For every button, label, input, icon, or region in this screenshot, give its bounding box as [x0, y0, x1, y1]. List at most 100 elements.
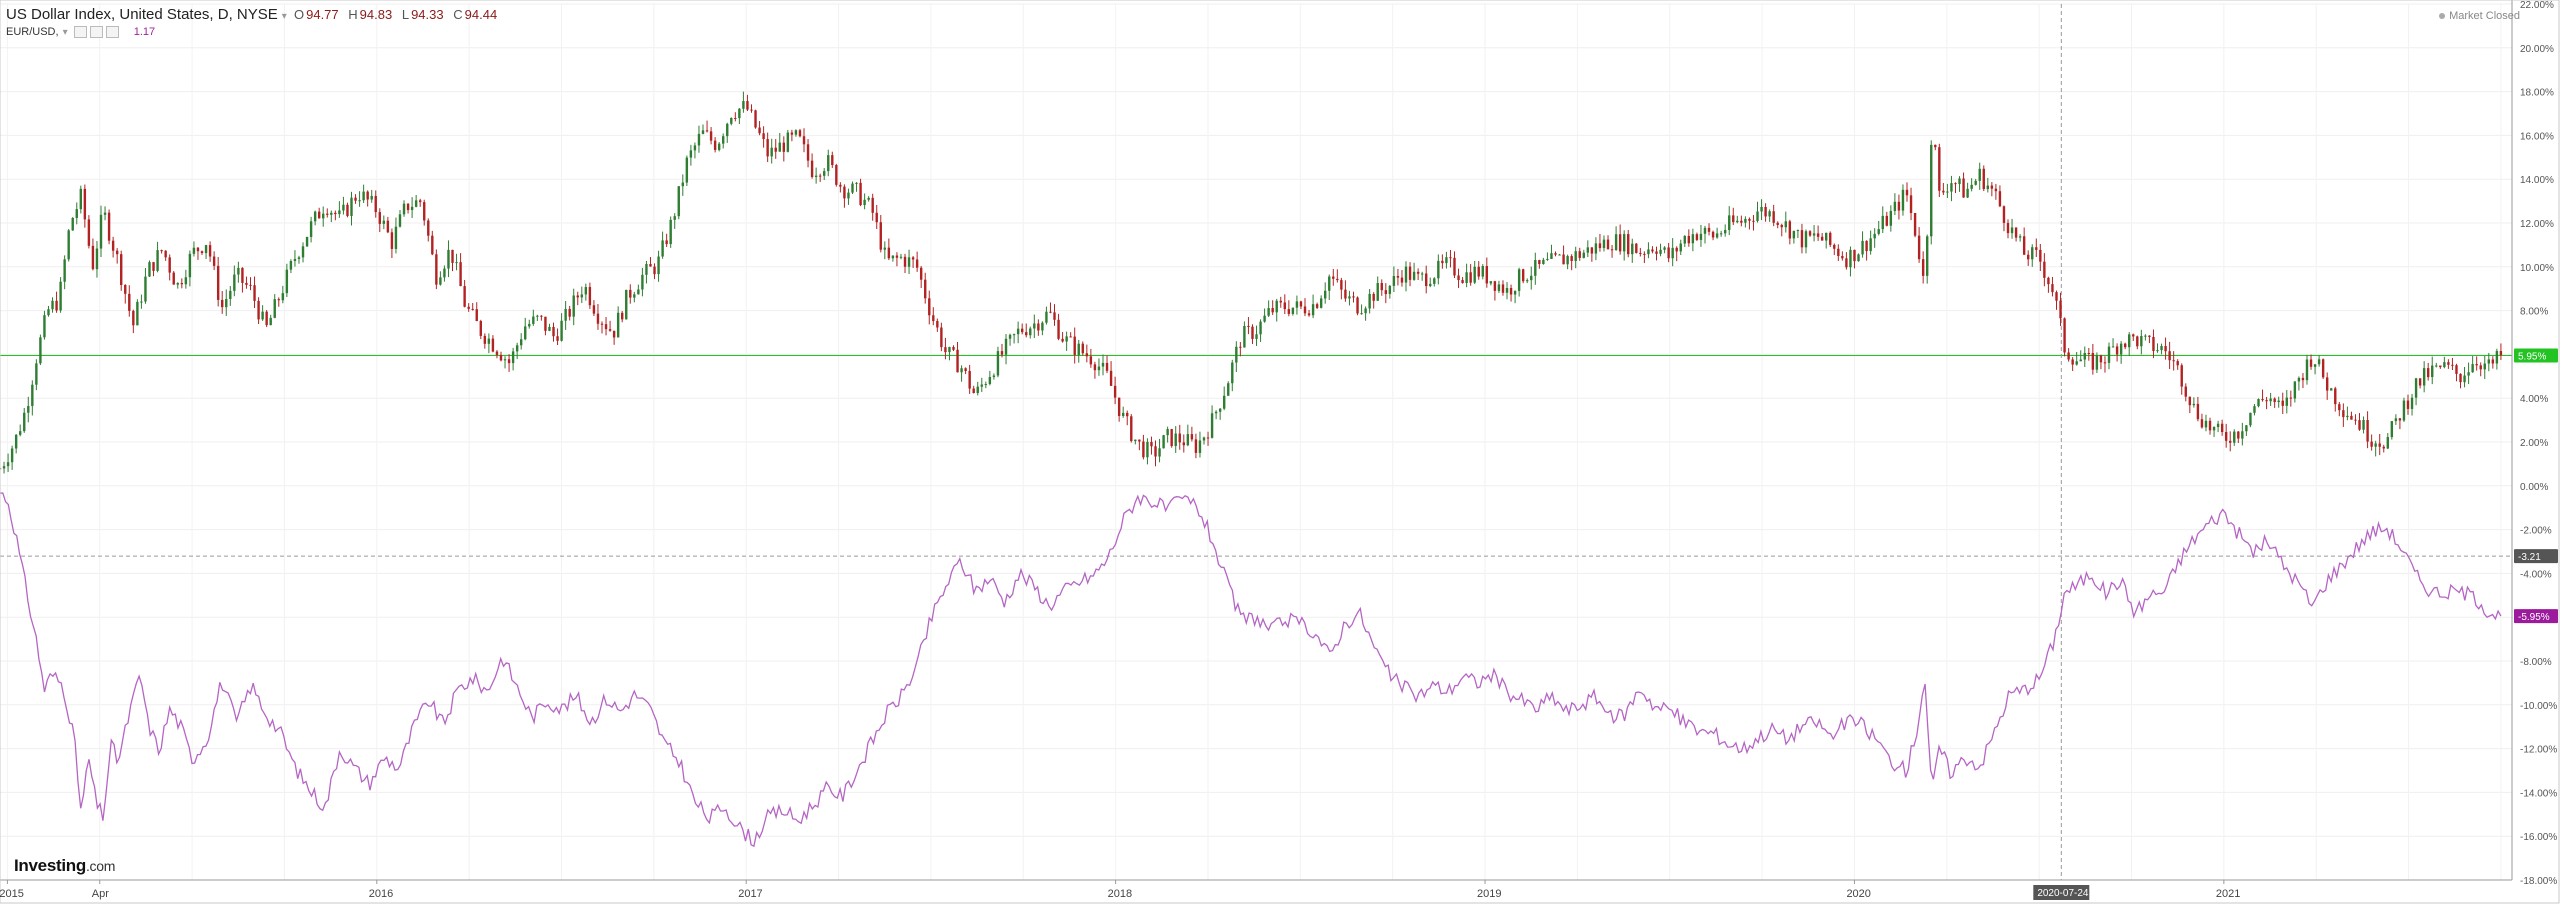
investing-logo: Investing.com [14, 856, 116, 875]
dxy-candle [689, 150, 693, 158]
dxy-candle [1752, 220, 1755, 222]
dxy-candle [552, 326, 555, 337]
dxy-candles [0, 91, 2503, 474]
settings-icon[interactable] [73, 26, 87, 39]
dxy-candle [330, 212, 333, 215]
dxy-candle [887, 247, 891, 259]
dxy-candle [1154, 446, 1157, 457]
close-value: 94.44 [464, 7, 498, 22]
dxy-candle [354, 197, 357, 201]
dxy-candle [1142, 441, 1145, 458]
dxy-candle [410, 206, 414, 211]
dxy-candle [693, 145, 697, 151]
dxy-candle [2309, 359, 2313, 367]
dxy-candle [588, 287, 592, 306]
dxy-candle [633, 294, 636, 298]
dxy-candle [1788, 221, 1792, 239]
dxy-candle [2483, 363, 2486, 370]
dxy-candle [1433, 278, 1436, 284]
dxy-candle [249, 284, 252, 286]
dxy-candle [2354, 419, 2357, 421]
dxy-candle [835, 165, 838, 185]
dxy-candle [766, 139, 769, 157]
dxy-candle [2067, 352, 2070, 360]
dxy-candle [1497, 284, 1501, 291]
dxy-candle [495, 351, 499, 355]
dxy-candle [2281, 400, 2284, 406]
dxy-candle [2362, 420, 2365, 430]
dxy-candle [620, 312, 624, 320]
dxy-candle [2123, 343, 2127, 348]
dxy-candle [23, 412, 26, 432]
compare-symbol[interactable]: EUR/USD, [6, 26, 59, 38]
dxy-candle [665, 240, 668, 245]
dxy-candle [2346, 415, 2349, 418]
dxy-candle [1368, 293, 1371, 309]
dxy-candle [758, 127, 761, 134]
dxy-candle [924, 279, 927, 299]
dxy-candle [1279, 300, 1282, 303]
chevron-down-icon[interactable]: ▾ [281, 11, 287, 22]
close-icon[interactable] [105, 26, 119, 39]
dxy-candle [1150, 441, 1153, 447]
dxy-candle [2059, 300, 2062, 319]
dxy-candle [661, 240, 664, 257]
dxy-candle [1780, 224, 1783, 228]
dxy-candle [1505, 288, 1509, 293]
dxy-candle [128, 293, 131, 311]
dxy-candle [1481, 266, 1484, 277]
dxy-candle [1041, 322, 1044, 331]
dxy-candle [1239, 346, 1242, 348]
dxy-candle [2212, 427, 2216, 431]
dxy-candle [2358, 420, 2361, 430]
dxy-candle [2273, 398, 2276, 403]
dxy-candle [1061, 338, 1064, 342]
dxy-candle [1562, 254, 1565, 265]
dxy-candle [2277, 400, 2280, 403]
dxy-candle [596, 313, 600, 324]
dxy-candle [99, 214, 103, 249]
dxy-candle [677, 186, 680, 217]
dxy-candle [459, 262, 462, 287]
visibility-icon[interactable] [89, 26, 103, 39]
dxy-candle [629, 289, 632, 298]
dxy-candle [479, 321, 482, 336]
dxy-candle [406, 203, 410, 211]
dxy-candle [2410, 397, 2414, 409]
dxy-candle [1089, 356, 1093, 365]
dxy-candle [1998, 191, 2002, 207]
dxy-candle [1045, 311, 1048, 323]
dxy-candle [1958, 178, 1961, 185]
dxy-candle [649, 263, 652, 267]
dxy-candle [1109, 370, 1113, 386]
dxy-candle [1093, 364, 1097, 371]
dxy-candle [2071, 359, 2074, 365]
dxy-candle [2002, 206, 2006, 223]
dxy-candle [265, 311, 268, 326]
dxy-candle [366, 191, 369, 200]
dxy-candle [827, 155, 830, 172]
dxy-candle [2233, 431, 2236, 443]
dxy-candle [200, 251, 204, 254]
dxy-candle [843, 186, 846, 199]
dxy-candle [1853, 249, 1856, 262]
dxy-candle [1449, 257, 1452, 259]
dxy-candle [839, 184, 842, 187]
dxy-candle [1728, 215, 1731, 231]
dxy-candle [2374, 443, 2377, 447]
compare-header: EUR/USD, ▾ 1.17 [6, 26, 155, 39]
dxy-candle [1849, 249, 1852, 268]
chevron-down-icon[interactable]: ▾ [62, 27, 68, 38]
dxy-candle [2305, 359, 2309, 381]
dxy-candle [475, 309, 478, 322]
symbol-title[interactable]: US Dollar Index, United States, D, NYSE [6, 6, 278, 23]
dxy-candle [427, 220, 430, 236]
dxy-candle [301, 246, 305, 258]
dxy-candle [398, 214, 402, 227]
x-tick-label: 2015 [0, 888, 24, 900]
dxy-candle [1380, 283, 1383, 291]
y-tick-label: 20.00% [2520, 44, 2554, 55]
y-tick-label: -14.00% [2520, 788, 2557, 799]
